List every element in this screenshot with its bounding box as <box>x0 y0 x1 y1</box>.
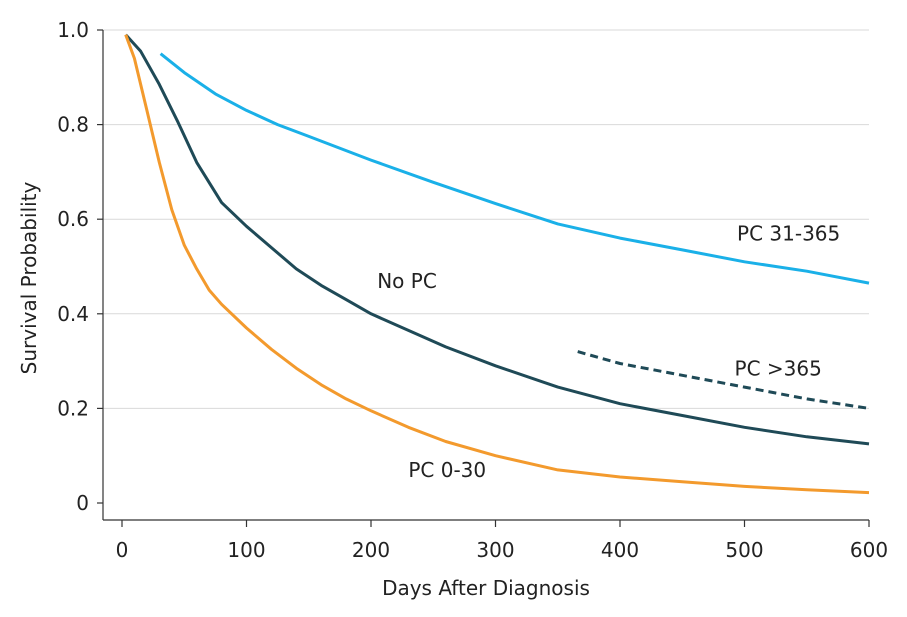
series-label: No PC <box>377 269 437 293</box>
series-line-pc-0-30 <box>124 34 870 495</box>
series-labels: PC 31-365 No PC PC >365 PC 0-30 <box>377 221 840 482</box>
axes: 0 0.2 0.4 0.6 0.8 1.0 0 100 200 300 400 500 600 <box>57 18 888 562</box>
y-tick-label: 1.0 <box>57 18 89 42</box>
x-axis-title: Days After Diagnosis <box>382 576 590 600</box>
y-tick-label: 0.8 <box>57 113 89 137</box>
x-tick-label: 200 <box>352 538 390 562</box>
gridlines <box>103 29 869 409</box>
y-tick-label: 0.4 <box>57 302 89 326</box>
x-tick-label: 600 <box>850 538 888 562</box>
y-tick-label: 0.6 <box>57 207 89 231</box>
series-line-no-pc <box>124 33 870 446</box>
series-line-pc-365 <box>577 350 870 410</box>
x-tick-label: 300 <box>476 538 514 562</box>
y-tick-label: 0.2 <box>57 396 89 420</box>
x-tick-label: 500 <box>725 538 763 562</box>
series-label: PC 31-365 <box>737 221 840 245</box>
x-tick-label: 100 <box>227 538 265 562</box>
x-tick-label: 400 <box>601 538 639 562</box>
x-tick-label: 0 <box>116 538 129 562</box>
y-axis-title: Survival Probability <box>17 181 41 374</box>
series-label: PC >365 <box>735 356 822 380</box>
y-tick-label: 0 <box>76 491 89 515</box>
series-label: PC 0-30 <box>408 458 486 482</box>
series-lines <box>124 33 870 495</box>
series-line-pc-31-365 <box>159 52 870 285</box>
